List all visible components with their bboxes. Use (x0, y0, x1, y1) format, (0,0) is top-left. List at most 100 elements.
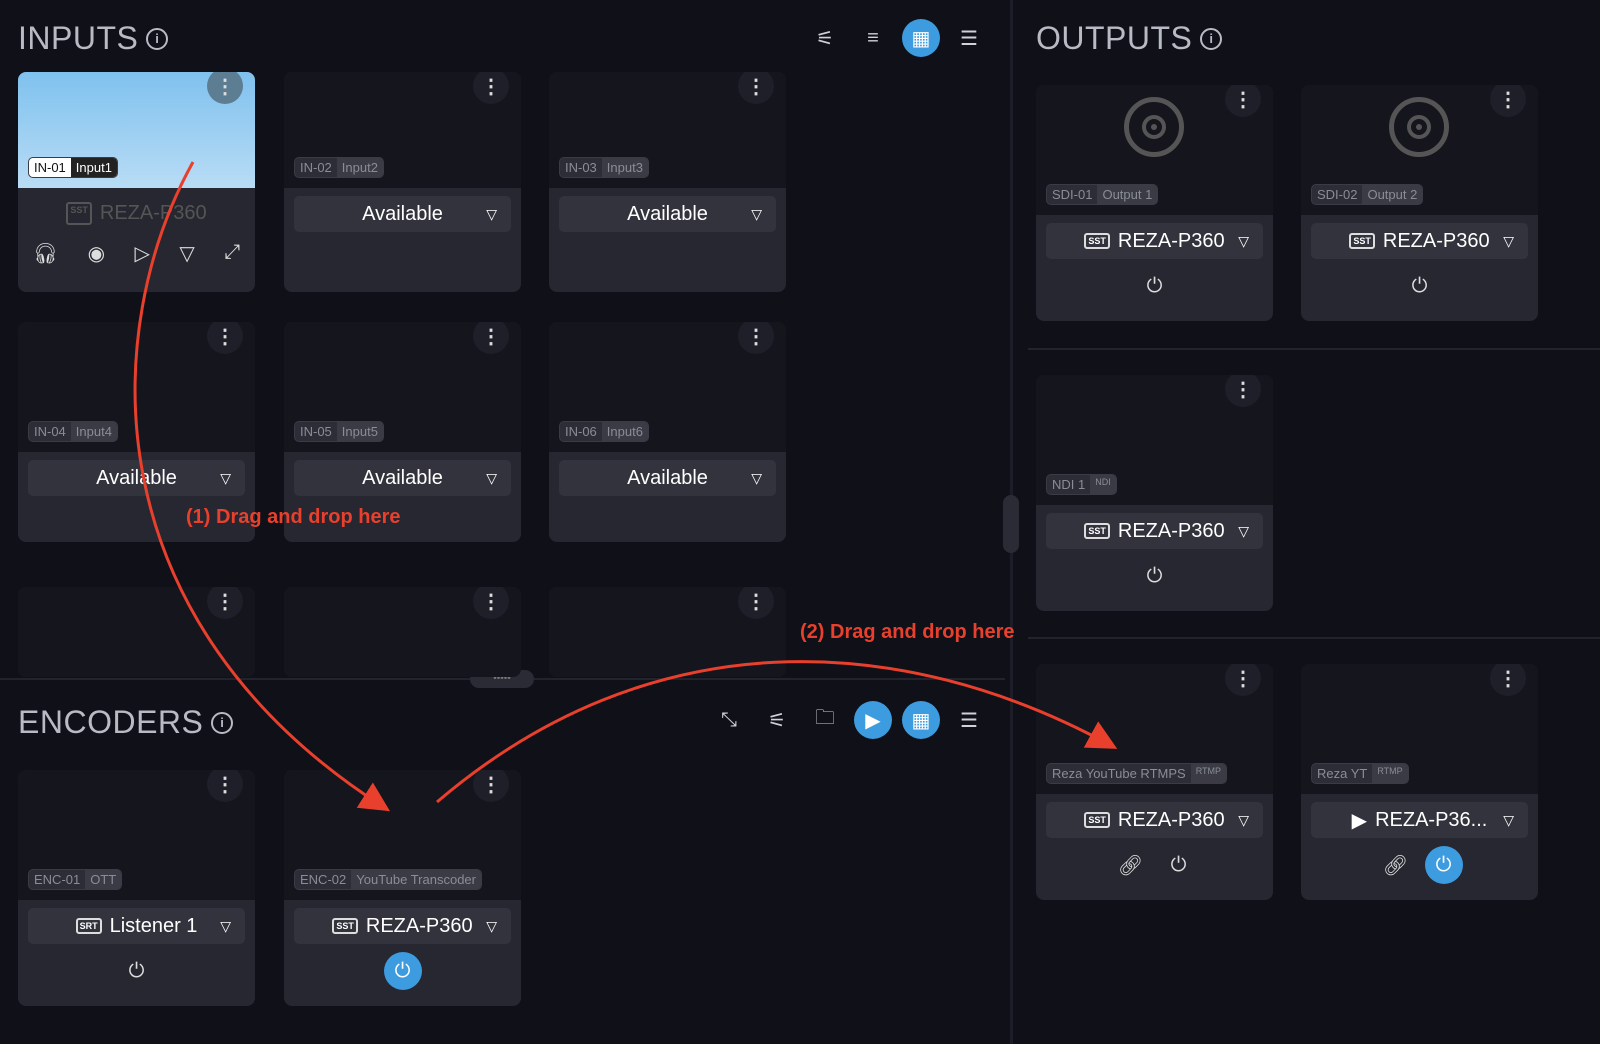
source-select[interactable]: Available ▽ (559, 460, 776, 496)
outputs-header: OUTPUTS i (1036, 20, 1223, 57)
info-icon[interactable]: i (211, 711, 234, 734)
sst-camera-icon: SST (1084, 812, 1110, 828)
card-label: IN-04 Input4 (28, 421, 118, 442)
more-options-icon[interactable]: ⋮ (1490, 664, 1526, 696)
link-icon[interactable]: 🔗︎ (1117, 854, 1144, 877)
power-button[interactable]: ⏻ (1411, 274, 1428, 297)
srt-monitor-icon: SRT (75, 918, 102, 934)
input-card[interactable]: ⋮ IN-02 Input2 Available ▽ (284, 72, 521, 292)
sdi-connector-icon (1389, 97, 1449, 157)
folder-icon[interactable]: 🗀 (815, 707, 835, 729)
more-options-icon[interactable]: ⋮ (207, 322, 243, 354)
more-options-icon[interactable]: ⋮ (1225, 375, 1261, 407)
input-card[interactable]: ⋮ IN-05 Input5 Available ▽ (284, 322, 521, 542)
source-select[interactable]: SRT Listener 1 ▽ (28, 908, 245, 944)
more-options-icon[interactable]: ⋮ (473, 322, 509, 354)
more-options-icon[interactable]: ⋮ (1225, 664, 1261, 696)
power-button[interactable]: ⏻ (1424, 846, 1463, 884)
more-options-icon[interactable]: ⋮ (1225, 85, 1261, 117)
more-options-icon[interactable]: ⋮ (738, 322, 774, 354)
output-card[interactable]: ⋮ SDI-01 Output 1 SST REZA-P360 ▽ ⏻ (1036, 85, 1273, 321)
outputs-title: OUTPUTS (1036, 20, 1193, 56)
card-label: Reza YT RTMP (1311, 763, 1409, 784)
sst-camera-icon: SST (1084, 523, 1110, 539)
encoder-card[interactable]: ⋮ ENC-01 OTT SRT Listener 1 ▽ ⏻ (18, 770, 255, 1006)
output-card[interactable]: ⋮ SDI-02 Output 2 SST REZA-P360 ▽ ⏻ (1301, 85, 1538, 321)
record-icon[interactable]: ◉ (87, 243, 106, 265)
source-select[interactable]: ▶ REZA-P36... ▽ (1311, 802, 1528, 838)
more-options-icon[interactable]: ⋮ (473, 770, 509, 802)
encoder-card[interactable]: ⋮ ENC-02 YouTube Transcoder SST REZA-P360 ▽ ⏻ (284, 770, 521, 1006)
input-card[interactable]: ⋮ (549, 587, 786, 677)
info-icon[interactable]: i (146, 27, 169, 50)
output-card[interactable]: ⋮ Reza YouTube RTMPS RTMP SST REZA-P360 ▽ 🔗︎ ⏻ (1036, 664, 1273, 900)
power-button[interactable]: ⏻ (1146, 564, 1163, 587)
vertical-resize-handle[interactable] (1003, 495, 1019, 553)
card-preview: ⋮ (284, 587, 521, 677)
source-select[interactable]: Available ▽ (28, 460, 245, 496)
link-icon[interactable]: 🔗︎ (1382, 854, 1409, 877)
input-card[interactable]: ⋮ (18, 587, 255, 677)
more-options-icon[interactable]: ⋮ (207, 770, 243, 802)
chevron-down-icon: ▽ (1503, 811, 1514, 828)
source-select[interactable]: SST REZA-P360 ▽ (1311, 223, 1528, 259)
source-select[interactable]: Available ▽ (294, 196, 511, 232)
output-card[interactable]: ⋮ NDI 1 NDI SST REZA-P360 ▽ ⏻ (1036, 375, 1273, 611)
card-label: IN-03 Input3 (559, 157, 649, 178)
more-options-icon[interactable]: ⋮ (473, 587, 509, 619)
sliders-icon[interactable]: ⚟ (816, 27, 834, 50)
list-view-icon[interactable]: ☰ (960, 709, 978, 732)
power-button[interactable]: ⏻ (383, 952, 422, 990)
grid-view-icon[interactable]: ▦ (902, 19, 940, 57)
encoders-title: ENCODERS (18, 704, 204, 740)
headphones-icon[interactable]: 🎧︎ (32, 243, 59, 265)
source-select[interactable]: Available ▽ (559, 196, 776, 232)
fullscreen-icon[interactable]: ⤢ (224, 241, 241, 263)
source-select[interactable]: SST REZA-P360 ▽ (294, 908, 511, 944)
inputs-toolbar: ⚟ ≡ ▦ ☰ (806, 19, 988, 57)
source-select[interactable]: SST REZA-P360 ▽ (1046, 223, 1263, 259)
input-card[interactable]: ⋮ IN-03 Input3 Available ▽ (549, 72, 786, 292)
card-preview: ⋮ ENC-01 OTT (18, 770, 255, 900)
sliders-icon[interactable]: ⚟ (768, 709, 786, 732)
more-options-icon[interactable]: ⋮ (207, 72, 243, 104)
card-preview: ⋮ IN-03 Input3 (549, 72, 786, 188)
grid-view-icon[interactable]: ▦ (902, 701, 940, 739)
collapse-icon[interactable]: ⤡ (721, 708, 737, 731)
more-options-icon[interactable]: ⋮ (207, 587, 243, 619)
card-preview: ⋮ Reza YouTube RTMPS RTMP (1036, 664, 1273, 794)
chevron-down-icon: ▽ (1238, 811, 1249, 828)
card-preview: ⋮ Reza YT RTMP (1301, 664, 1538, 794)
source-select[interactable]: SST REZA-P360 ▽ (1046, 513, 1263, 549)
card-label: Reza YouTube RTMPS RTMP (1046, 763, 1228, 784)
source-select[interactable]: SST REZA-P360 ▽ (1046, 802, 1263, 838)
sst-camera-icon: SST (1084, 233, 1110, 249)
info-icon[interactable]: i (1200, 27, 1223, 50)
inputs-header: INPUTS i (18, 20, 169, 57)
card-preview: ⋮ IN-06 Input6 (549, 322, 786, 452)
input-card[interactable]: ⋮ (284, 587, 521, 677)
more-options-icon[interactable]: ⋮ (473, 72, 509, 104)
filter-icon[interactable]: ≡ (867, 26, 879, 49)
input-card[interactable]: ⋮ IN-01 Input1 SST REZA-P360 🎧︎ ◉ ▷ ▽ ⤢ (18, 72, 255, 292)
file-play-icon[interactable]: ▶ (854, 701, 892, 739)
more-options-icon[interactable]: ⋮ (738, 72, 774, 104)
more-options-icon[interactable]: ⋮ (1490, 85, 1526, 117)
output-card[interactable]: ⋮ Reza YT RTMP ▶ REZA-P36... ▽ 🔗︎ ⏻ (1301, 664, 1538, 900)
power-button[interactable]: ⏻ (1146, 274, 1163, 297)
sst-camera-icon: SST (1349, 233, 1375, 249)
chevron-down-icon: ▽ (751, 469, 762, 486)
more-options-icon[interactable]: ⋮ (738, 587, 774, 619)
dropdown-icon[interactable]: ▽ (179, 243, 195, 265)
card-label: IN-01 Input1 (28, 157, 118, 178)
power-button[interactable]: ⏻ (128, 959, 145, 982)
input-card[interactable]: ⋮ IN-06 Input6 Available ▽ (549, 322, 786, 542)
list-view-icon[interactable]: ☰ (960, 27, 978, 50)
play-icon[interactable]: ▷ (134, 243, 150, 265)
chevron-down-icon: ▽ (220, 469, 231, 486)
chevron-down-icon: ▽ (1238, 232, 1249, 249)
source-select[interactable]: Available ▽ (294, 460, 511, 496)
sdi-connector-icon (1124, 97, 1184, 157)
power-button[interactable]: ⏻ (1170, 853, 1187, 876)
card-label: IN-05 Input5 (294, 421, 384, 442)
